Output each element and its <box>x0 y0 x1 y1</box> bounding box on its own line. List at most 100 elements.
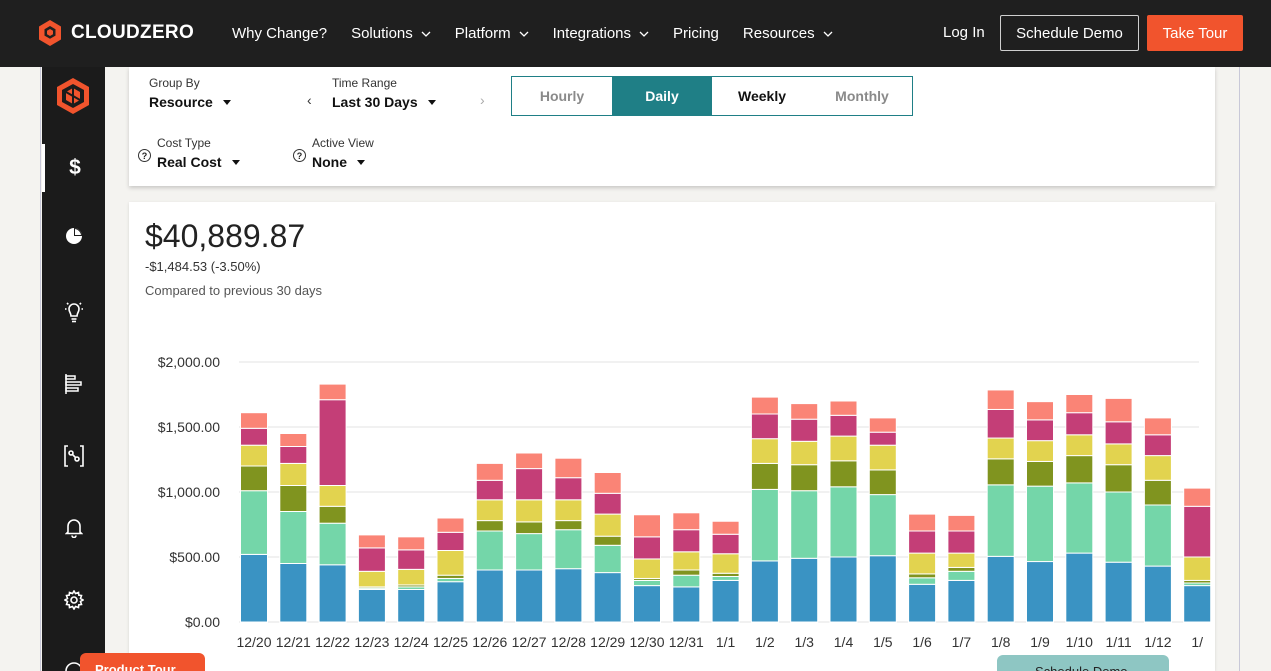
bar-segment <box>1143 417 1172 436</box>
active-view-value: None <box>312 154 347 170</box>
bar-segment <box>515 452 544 470</box>
bar-segment <box>1026 485 1054 563</box>
take-tour-button[interactable]: Take Tour <box>1147 15 1243 51</box>
cost-type-value: Real Cost <box>157 154 222 170</box>
bar-segment <box>279 485 308 512</box>
granularity-daily-button[interactable]: Daily <box>612 77 712 115</box>
bar-segment <box>790 418 819 442</box>
bar-segment <box>868 555 897 623</box>
x-tick-label: 1/4 <box>834 634 854 650</box>
bar-segment <box>436 517 465 533</box>
granularity-hourly-button[interactable]: Hourly <box>539 88 585 104</box>
nav-item-label: Solutions <box>351 25 413 42</box>
granularity-weekly-button[interactable]: Weekly <box>738 88 786 104</box>
bar-segment <box>397 549 426 570</box>
schedule-demo-button[interactable]: Schedule Demo <box>1000 15 1139 51</box>
bar-segment <box>829 435 858 462</box>
bar-segment <box>672 551 701 571</box>
group-by-dropdown[interactable]: Resource <box>149 94 231 110</box>
nav-item-pricing[interactable]: Pricing <box>673 25 719 42</box>
bar-segment <box>515 499 544 523</box>
nav-item-platform[interactable]: Platform <box>455 25 529 42</box>
chevron-right-icon[interactable]: › <box>480 92 485 108</box>
bar-segment <box>279 462 308 487</box>
bar-segment <box>633 579 661 587</box>
bar-segment <box>397 589 426 623</box>
bar-segment <box>711 579 740 623</box>
x-tick-label: 1/2 <box>755 634 775 650</box>
bar-segment <box>279 563 308 623</box>
x-tick-label: 12/23 <box>354 634 389 650</box>
y-tick-label: $500.00 <box>169 549 220 565</box>
chevron-left-icon[interactable]: ‹ <box>307 92 312 108</box>
top-navbar: CLOUDZERO Why Change? Solutions Platform In… <box>0 0 1271 67</box>
pie-chart-icon[interactable] <box>42 212 105 260</box>
x-tick-label: 1/3 <box>794 634 814 650</box>
bar-segment <box>986 408 1015 439</box>
nav-item-label: Integrations <box>552 25 632 42</box>
nav-item-integrations[interactable]: Integrations <box>553 25 649 42</box>
y-tick-label: $0.00 <box>185 614 220 630</box>
nav-item-solutions[interactable]: Solutions <box>351 25 431 42</box>
bar-segment <box>750 438 779 464</box>
granularity-toggle: Hourly Daily Weekly Monthly <box>511 76 913 116</box>
chevron-down-icon <box>421 31 431 37</box>
bar-segment <box>357 570 386 588</box>
nav-item-resources[interactable]: Resources <box>743 25 833 42</box>
bar-segment <box>1026 401 1054 421</box>
cost-type-dropdown[interactable]: Real Cost <box>157 154 240 170</box>
bar-segment <box>397 536 426 551</box>
bar-segment <box>908 530 937 554</box>
bar-segment <box>240 490 268 555</box>
bar-segment <box>908 573 937 579</box>
bar-segment <box>357 547 386 572</box>
gear-icon[interactable] <box>42 576 105 624</box>
bar-segment <box>672 569 701 576</box>
bar-segment <box>240 412 268 429</box>
bar-segment <box>554 457 583 479</box>
bar-segment <box>1143 434 1172 457</box>
bar-segment <box>1065 412 1094 436</box>
x-tick-label: 1/ <box>1191 634 1203 650</box>
bar-segment <box>986 389 1015 410</box>
group-by-value: Resource <box>149 94 213 110</box>
brand-logo[interactable]: CLOUDZERO <box>36 19 194 47</box>
bar-segment <box>1026 440 1054 462</box>
x-tick-label: 12/28 <box>551 634 586 650</box>
help-icon[interactable] <box>42 647 105 671</box>
app-logo-icon[interactable] <box>54 76 92 121</box>
caret-down-icon <box>357 159 365 165</box>
bar-segment <box>475 499 504 522</box>
dollar-icon[interactable]: $ <box>42 144 105 192</box>
nav-item-why-change[interactable]: Why Change? <box>232 25 327 42</box>
bar-segment <box>908 513 937 532</box>
product-tour-button[interactable]: Product Tour <box>80 653 205 671</box>
list-bars-icon[interactable] <box>42 360 105 408</box>
time-range-dropdown[interactable]: Last 30 Days <box>332 94 436 110</box>
granularity-monthly-button[interactable]: Monthly <box>835 88 889 104</box>
bar-segment <box>318 505 347 524</box>
bar-segment <box>1183 505 1212 558</box>
lightbulb-icon[interactable] <box>42 288 105 336</box>
question-icon[interactable]: ? <box>293 149 306 162</box>
bar-segment <box>986 484 1015 557</box>
bar-segment <box>908 552 937 575</box>
active-view-dropdown[interactable]: None <box>312 154 365 170</box>
bar-segment <box>475 520 504 532</box>
bar-segment <box>240 427 268 446</box>
time-range-value: Last 30 Days <box>332 94 418 110</box>
bar-segment <box>397 568 426 586</box>
x-tick-label: 1/12 <box>1144 634 1171 650</box>
floating-schedule-demo-button[interactable]: Schedule Demo <box>997 655 1169 671</box>
login-link[interactable]: Log In <box>943 24 985 41</box>
time-range-label: Time Range <box>332 76 397 90</box>
bar-segment <box>711 576 740 581</box>
question-icon[interactable]: ? <box>138 149 151 162</box>
bar-segment <box>515 533 544 571</box>
bell-icon[interactable] <box>42 504 105 552</box>
bar-segment <box>790 464 819 492</box>
x-tick-label: 12/25 <box>433 634 468 650</box>
bar-segment <box>829 414 858 437</box>
bracket-graph-icon[interactable] <box>42 432 105 480</box>
cost-type-label: Cost Type <box>157 136 211 150</box>
